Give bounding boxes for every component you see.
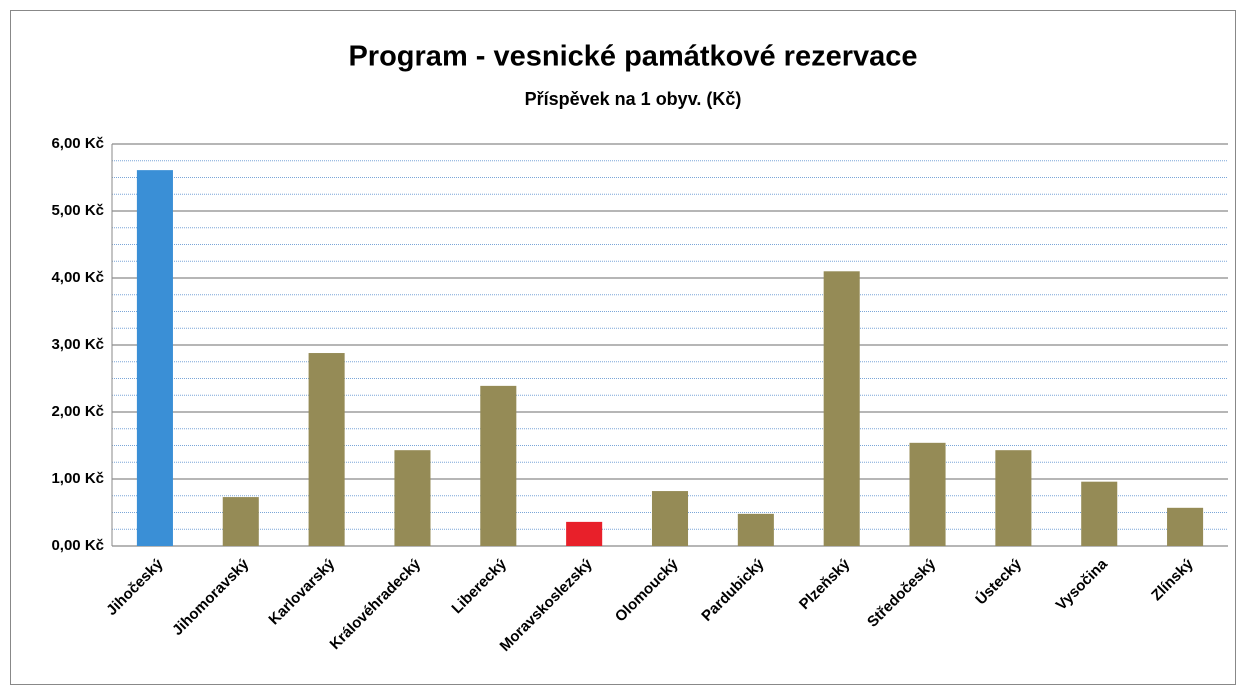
bar	[308, 353, 345, 546]
y-tick-label: 6,00 Kč	[51, 135, 104, 152]
bar	[394, 450, 431, 546]
chart-title: Program - vesnické památkové rezervace	[348, 41, 917, 73]
y-tick-label: 2,00 Kč	[51, 403, 104, 420]
bar	[909, 442, 946, 546]
y-tick-label: 3,00 Kč	[51, 336, 104, 353]
bar	[480, 385, 517, 546]
bar	[136, 170, 173, 546]
bar	[651, 491, 689, 546]
bar	[1167, 507, 1204, 546]
y-tick-label: 5,00 Kč	[51, 202, 104, 219]
y-tick-label: 4,00 Kč	[51, 269, 104, 286]
chart-subtitle: Příspěvek na 1 obyv. (Kč)	[525, 89, 742, 109]
chart-border	[10, 10, 1236, 685]
bar	[222, 497, 259, 546]
bar	[1081, 481, 1118, 546]
bar	[737, 513, 774, 546]
bar	[995, 450, 1032, 546]
y-tick-label: 1,00 Kč	[51, 470, 104, 487]
bar	[566, 521, 603, 546]
bar	[823, 271, 860, 546]
y-tick-label: 0,00 Kč	[51, 537, 104, 554]
